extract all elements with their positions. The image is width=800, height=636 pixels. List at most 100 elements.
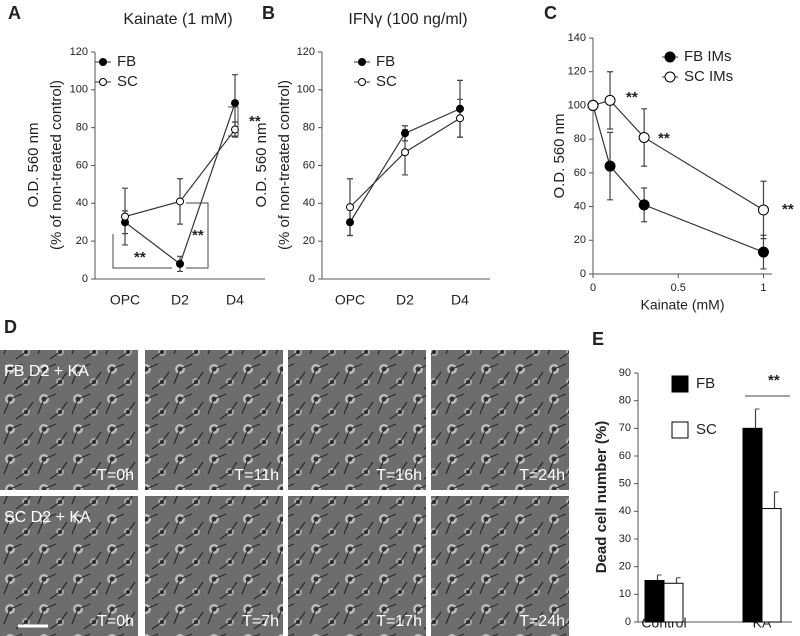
x-tick-label: OPC — [335, 292, 365, 308]
y-tick-label: 60 — [303, 159, 315, 171]
y-tick-label: 120 — [568, 66, 586, 78]
y-tick-label: 80 — [76, 122, 88, 134]
marker — [231, 125, 239, 134]
y-tick-label: 10 — [619, 588, 631, 600]
y-tick-label: 70 — [619, 422, 631, 434]
legend-label: SC — [117, 73, 138, 90]
significance-bracket — [112, 234, 172, 269]
marker — [346, 218, 354, 227]
panel-d: T=0h T=11h T=16h T=24h FB D2 + KA T=0h T=7h T=1… — [0, 350, 569, 636]
x-tick-label: OPC — [110, 292, 140, 308]
marker — [638, 199, 650, 211]
time-label: T=0h — [97, 467, 134, 484]
marker — [176, 259, 184, 268]
marker — [121, 212, 129, 221]
significance-bracket — [186, 202, 209, 269]
micrograph — [145, 496, 283, 636]
legend-swatch — [671, 421, 689, 439]
row-label: SC D2 + KA — [4, 509, 91, 526]
marker — [757, 246, 769, 258]
chart-title: IFNγ (100 ng/ml) — [348, 11, 467, 28]
annotation: ** — [134, 249, 146, 266]
y-tick-label: 40 — [303, 197, 315, 209]
micrograph — [288, 350, 426, 490]
y-tick-label: 100 — [70, 84, 88, 96]
annotation: ** — [782, 201, 794, 218]
legend-label: FB — [117, 53, 136, 70]
y-tick-label: 30 — [619, 533, 631, 545]
marker — [604, 94, 616, 106]
y-axis-label: O.D. 560 nm — [551, 113, 568, 198]
bar — [742, 427, 763, 623]
y-tick-label: 20 — [76, 235, 88, 247]
x-tick-label: D2 — [171, 292, 189, 308]
y-axis-label: Dead cell number (%) — [593, 421, 610, 574]
panel-letter: A — [8, 3, 21, 23]
y-tick-label: 0 — [82, 273, 88, 285]
legend-marker — [664, 71, 676, 83]
y-tick-label: 40 — [574, 200, 586, 212]
legend-marker — [664, 51, 676, 63]
y-tick-label: 0 — [309, 273, 315, 285]
annotation: ** — [658, 130, 670, 147]
legend-marker — [358, 78, 366, 86]
panel-letter: E — [592, 329, 604, 349]
x-tick-label: D4 — [226, 292, 244, 308]
y-axis-label: O.D. 560 nm — [253, 122, 270, 207]
legend-label: FB IMs — [684, 48, 732, 65]
marker — [587, 99, 599, 111]
panel-letter: B — [262, 3, 275, 23]
y-axis-label: O.D. 560 nm — [25, 122, 42, 207]
panel: B IFNγ (100 ng/ml) O.D. 560 nm (% of non-tr… — [253, 3, 490, 308]
micrograph — [431, 350, 569, 490]
annotation: ** — [249, 113, 261, 130]
x-axis-label: Kainate (mM) — [640, 297, 724, 313]
marker — [401, 148, 409, 157]
panel: A Kainate (1 mM) O.D. 560 nm (% of non-trea… — [8, 3, 265, 308]
y-tick-label: 0 — [625, 616, 631, 628]
significance-bracket — [228, 106, 239, 137]
y-tick-label: 120 — [297, 46, 315, 58]
x-tick-label: 0 — [590, 282, 596, 294]
legend-label: FB — [696, 375, 715, 392]
annotation: ** — [192, 227, 204, 244]
marker — [176, 197, 184, 206]
time-label: T=0h — [97, 613, 134, 630]
time-label: T=7h — [242, 613, 279, 630]
x-tick-label: D4 — [451, 292, 469, 308]
y-tick-label: 140 — [568, 32, 586, 44]
bar — [644, 580, 665, 623]
y-axis-label: (% of non-treated control) — [276, 80, 293, 250]
y-tick-label: 0 — [580, 268, 586, 280]
marker — [604, 160, 616, 172]
panel: C O.D. 560 nm 0 20 40 60 80 100 120 140 0 0.5 1 Kaina… — [544, 3, 794, 313]
marker — [346, 203, 354, 212]
series-line — [592, 105, 764, 253]
chart-title: Kainate (1 mM) — [123, 11, 232, 28]
legend-label: SC IMs — [684, 68, 733, 85]
y-tick-label: 60 — [76, 159, 88, 171]
y-tick-label: 80 — [619, 395, 631, 407]
micrograph — [145, 350, 283, 490]
panel-letter: C — [544, 3, 557, 23]
y-tick-label: 60 — [574, 167, 586, 179]
marker — [231, 99, 239, 108]
legend-marker — [358, 58, 366, 66]
series-line — [592, 99, 764, 211]
y-tick-label: 60 — [619, 450, 631, 462]
time-label: T=11h — [234, 467, 279, 484]
marker — [456, 114, 464, 123]
annotation: ** — [768, 372, 780, 389]
micrograph — [288, 496, 426, 636]
marker — [456, 104, 464, 113]
y-tick-label: 20 — [574, 234, 586, 246]
y-tick-label: 50 — [619, 478, 631, 490]
time-label: T=16h — [376, 467, 422, 484]
y-tick-label: 20 — [303, 235, 315, 247]
legend-label: FB — [376, 53, 395, 70]
time-label: T=24h — [519, 613, 565, 630]
y-tick-label: 40 — [76, 197, 88, 209]
row-label: FB D2 + KA — [4, 363, 89, 380]
x-tick-label: D2 — [396, 292, 414, 308]
